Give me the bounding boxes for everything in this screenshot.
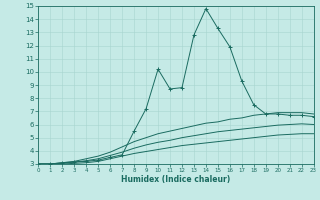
X-axis label: Humidex (Indice chaleur): Humidex (Indice chaleur)	[121, 175, 231, 184]
